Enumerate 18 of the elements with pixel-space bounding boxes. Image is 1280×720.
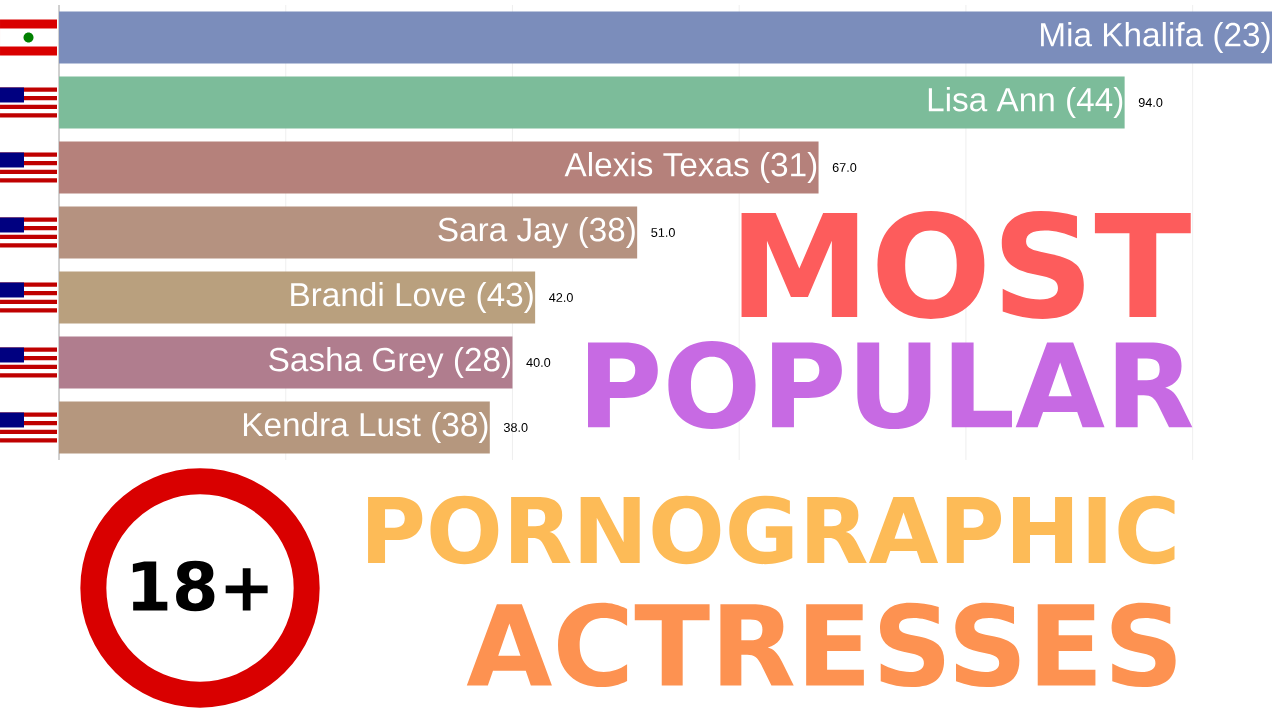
text: 18+ [132,560,268,612]
data-label: 67.0 [832,163,857,172]
data-label: 51.0 [651,228,675,237]
data-label: 40.0 [526,358,551,367]
y-tick-label: Alexis Texas (31) [564,151,817,184]
text: ACTRESSES [466,602,1176,688]
text: PORNOGRAPHIC [368,495,1175,565]
y-tick-label: Mia Khalifa (23) [1041,21,1270,54]
y-tick-label: Kendra Lust (38) [243,411,488,444]
y-tick-label: Lisa Ann (44) [928,86,1123,119]
data-label: 94.0 [1138,98,1163,107]
annotation: MOST [741,211,1191,319]
y-tick-label: Sasha Grey (28) [269,346,511,379]
data-label: 42.0 [549,293,573,302]
annotation: POPULAR [588,341,1193,429]
y-tick-label: Brandi Love (43) [291,281,533,314]
y-tick-label: Sara Jay (38) [438,216,635,249]
data-label: 38.0 [503,423,528,432]
